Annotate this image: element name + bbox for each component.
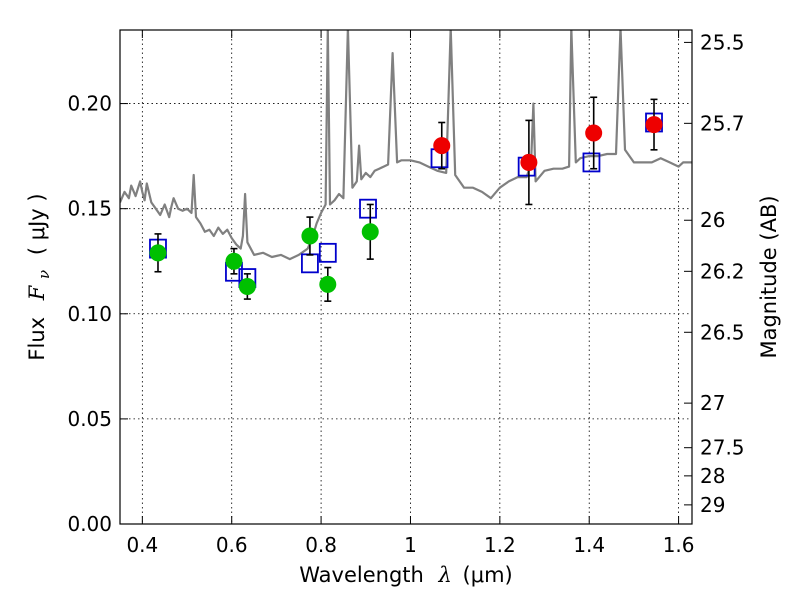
optical-photometry-point bbox=[319, 275, 337, 293]
y-tick-label: 0.05 bbox=[67, 407, 112, 431]
nir-photometry-point bbox=[645, 116, 663, 134]
optical-photometry-point bbox=[225, 252, 243, 270]
optical-photometry-point bbox=[361, 223, 379, 241]
y-axis-label: Flux F ν ( μJy ) bbox=[25, 193, 54, 360]
x-tick-label: 0.4 bbox=[126, 533, 158, 557]
x-tick-label: 1.6 bbox=[663, 533, 695, 557]
y2-axis-label: Magnitude (AB) bbox=[757, 195, 781, 358]
mag-tick-label: 26 bbox=[700, 208, 725, 232]
x-tick-label: 1.4 bbox=[573, 533, 605, 557]
plot-frame bbox=[119, 29, 693, 525]
x-tick-label: 1 bbox=[404, 533, 417, 557]
x-tick-label: 1.2 bbox=[484, 533, 516, 557]
mag-tick-label: 26.2 bbox=[700, 259, 745, 283]
model-flux-square bbox=[318, 242, 337, 263]
x-axis-label-symbol: λ bbox=[438, 563, 452, 587]
y-axis-label-units: ( μJy ) bbox=[25, 193, 49, 255]
x-tick-label: 0.8 bbox=[305, 533, 337, 557]
model-flux-square bbox=[301, 253, 319, 274]
optical-photometry-point bbox=[301, 227, 319, 245]
mag-tick-label: 25.7 bbox=[700, 111, 745, 135]
y-tick-label: 0.15 bbox=[67, 197, 112, 221]
plot-area bbox=[120, 30, 692, 261]
x-tick-label: 0.6 bbox=[216, 533, 248, 557]
x-axis-label: Wavelength λ (μm) bbox=[299, 563, 512, 587]
mag-tick-label: 29 bbox=[700, 493, 725, 517]
mag-tick-label: 26.5 bbox=[700, 320, 745, 344]
y-axis-label-symbol: F bbox=[25, 284, 49, 301]
data-markers bbox=[149, 96, 663, 302]
template-spectrum-line bbox=[120, 30, 692, 261]
mag-tick-label: 27.5 bbox=[700, 436, 745, 460]
grid-lines bbox=[120, 30, 692, 525]
nir-photometry-point bbox=[433, 137, 451, 155]
y-axis-label-subscript: ν bbox=[35, 270, 53, 279]
model-flux-square bbox=[582, 152, 601, 173]
mag-tick-label: 28 bbox=[700, 464, 725, 488]
y-tick-label: 0.10 bbox=[67, 302, 112, 326]
mag-tick-label: 25.5 bbox=[700, 30, 745, 54]
y-tick-label: 0.20 bbox=[67, 92, 112, 116]
mag-tick-label: 27 bbox=[700, 391, 725, 415]
x-axis-label-units: (μm) bbox=[463, 563, 513, 587]
optical-photometry-point bbox=[149, 244, 167, 262]
model-flux-square bbox=[359, 198, 377, 219]
y-axis-label-text: Flux bbox=[25, 317, 49, 361]
nir-photometry-point bbox=[585, 124, 603, 142]
optical-photometry-point bbox=[238, 277, 256, 295]
nir-photometry-point bbox=[520, 153, 538, 171]
x-axis-label-text: Wavelength bbox=[299, 563, 424, 587]
axis-ticks: 0.4 0.6 0.8 1 1.2 1.4 1.6 0.00 0.05 0.10 0.15 0.20 2… bbox=[67, 30, 745, 557]
y-tick-label: 0.00 bbox=[67, 512, 112, 536]
